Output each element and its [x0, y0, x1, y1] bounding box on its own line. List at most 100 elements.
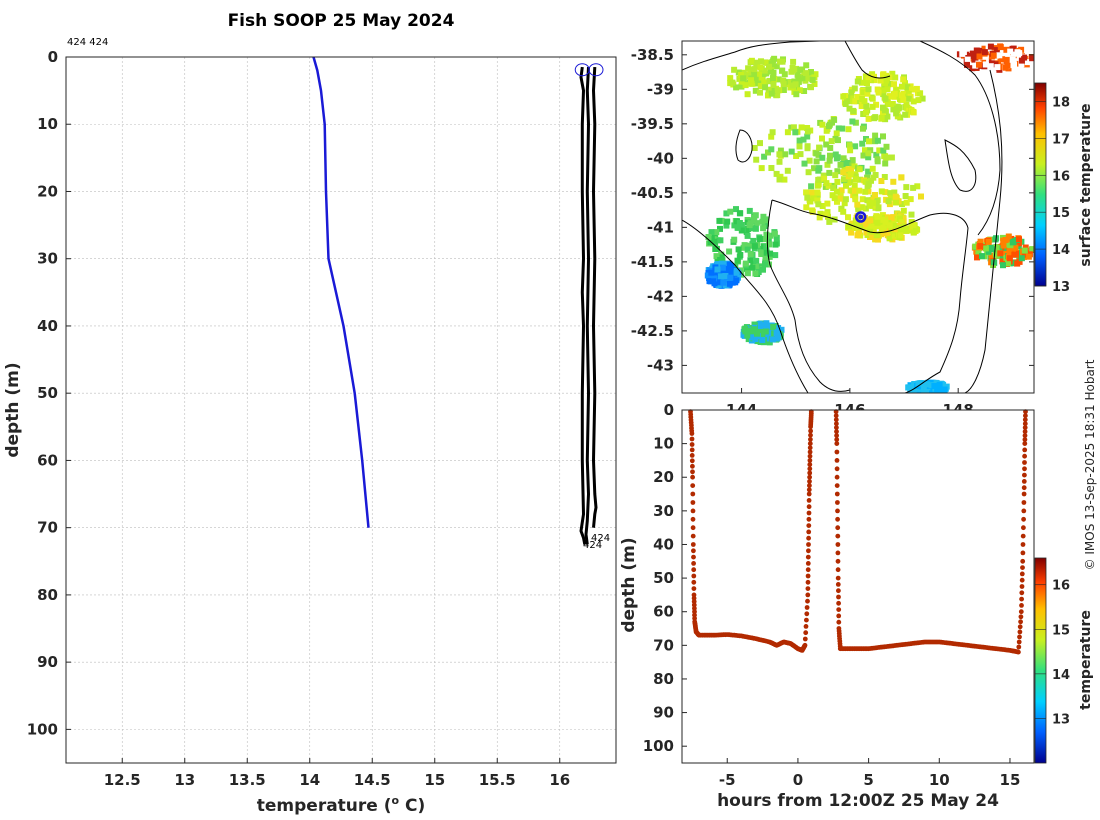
time-depth-point: [806, 487, 812, 493]
sst-pixel: [880, 91, 887, 98]
sst-pixel: [713, 253, 720, 260]
sst-pixel: [744, 246, 751, 253]
sst-pixel: [864, 90, 871, 97]
sst-pixel: [861, 221, 868, 228]
sst-pixel: [873, 101, 880, 108]
sst-pixel: [729, 79, 736, 86]
sst-pixel: [890, 106, 897, 113]
sst-pixel: [808, 183, 815, 190]
map-y-tick-label: -40: [647, 149, 674, 167]
sst-pixel: [889, 70, 896, 77]
sst-pixel: [975, 249, 982, 256]
sst-pixel: [844, 160, 851, 166]
sst-pixel: [733, 277, 740, 284]
sst-pixel: [982, 61, 989, 68]
sst-pixel: [731, 66, 738, 73]
sst-pixel: [878, 231, 885, 238]
map-y-tick-label: -40.5: [631, 184, 674, 202]
sst-pixel: [757, 83, 764, 89]
sst-pixel: [737, 267, 744, 274]
sst-pixel: [890, 178, 897, 185]
sst-pixel: [1006, 248, 1013, 255]
time-depth-y-tick-label: 50: [653, 569, 674, 587]
sst-pixel: [819, 135, 825, 142]
sst-pixel: [824, 161, 831, 168]
sst-pixel: [751, 66, 758, 73]
sst-pixel: [892, 193, 899, 200]
time-depth-point: [691, 554, 696, 560]
sst-pixel: [856, 166, 863, 173]
sst-pixel: [931, 383, 938, 389]
sst-pixel: [734, 257, 741, 264]
sst-pixel: [759, 331, 766, 338]
sst-pixel: [881, 83, 888, 90]
sst-pixel: [827, 152, 833, 159]
sst-pixel: [908, 211, 915, 218]
sst-pixel: [899, 83, 905, 90]
sst-pixel: [752, 263, 759, 270]
time-depth-point: [1021, 485, 1027, 491]
time-depth-point: [691, 579, 697, 585]
sst-pixel: [1029, 246, 1034, 253]
time-depth-point: [835, 567, 841, 573]
time-depth-point: [1019, 577, 1025, 583]
sst-pixel: [985, 238, 992, 245]
time-depth-point: [834, 449, 840, 455]
sst-pixel: [892, 74, 899, 81]
sst-colorbar-tick-label: 13: [1052, 280, 1070, 295]
time-depth-y-axis-label: depth (m): [619, 537, 639, 632]
sst-pixel: [763, 249, 770, 256]
time-depth-point: [836, 600, 841, 606]
sst-pixel: [717, 257, 724, 263]
time-depth-point: [690, 508, 696, 514]
sst-pixel: [727, 208, 734, 215]
sst-pixel: [747, 242, 753, 249]
sst-pixel: [724, 265, 731, 272]
sst-pixel: [860, 152, 867, 159]
sst-pixel: [717, 225, 723, 232]
sst-pixel: [846, 105, 853, 112]
sst-pixel: [815, 181, 822, 188]
sst-pixel: [848, 94, 855, 101]
time-depth-point: [834, 421, 839, 427]
sst-pixel: [726, 248, 733, 255]
sst-pixel: [824, 200, 831, 207]
time-depth-point: [833, 417, 839, 423]
sst-pixel: [841, 200, 848, 207]
map-y-tick-label: -41: [647, 218, 674, 236]
sst-pixel: [815, 151, 822, 158]
time-depth-point: [804, 611, 810, 617]
sst-pixel: [762, 328, 769, 335]
sst-pixel: [790, 67, 797, 74]
sst-pixel: [763, 216, 769, 223]
sst-colorbar-tick-label: 17: [1052, 132, 1070, 147]
sst-pixel: [831, 116, 838, 123]
time-depth-point: [1022, 437, 1028, 442]
sst-pixel: [900, 96, 907, 103]
time-depth-point: [690, 525, 696, 531]
sst-pixel: [882, 219, 889, 226]
sst-pixel: [973, 47, 980, 54]
sst-pixel: [1014, 54, 1021, 61]
sst-pixel: [1024, 59, 1031, 66]
time-depth-point: [834, 425, 839, 430]
shelf-contour-east: [964, 69, 1003, 393]
time-depth-x-tick-label: 10: [929, 771, 950, 789]
sst-pixel: [865, 180, 872, 187]
time-depth-point: [1022, 441, 1028, 446]
time-depth-point: [834, 441, 840, 446]
sst-pixel: [815, 176, 822, 183]
sst-pixel: [880, 225, 887, 232]
tasmania-north-east: [771, 199, 969, 393]
sst-pixel: [765, 86, 772, 93]
sst-pixel: [775, 334, 781, 340]
sst-pixel: [797, 75, 803, 82]
sst-pixel: [776, 158, 783, 165]
sst-pixel: [762, 254, 769, 261]
sst-pixel: [718, 260, 725, 267]
time-depth-point: [835, 500, 840, 505]
sst-pixel: [898, 219, 905, 226]
time-depth-point: [807, 466, 813, 472]
sst-pixel: [988, 57, 995, 64]
sst-pixel: [774, 92, 781, 99]
